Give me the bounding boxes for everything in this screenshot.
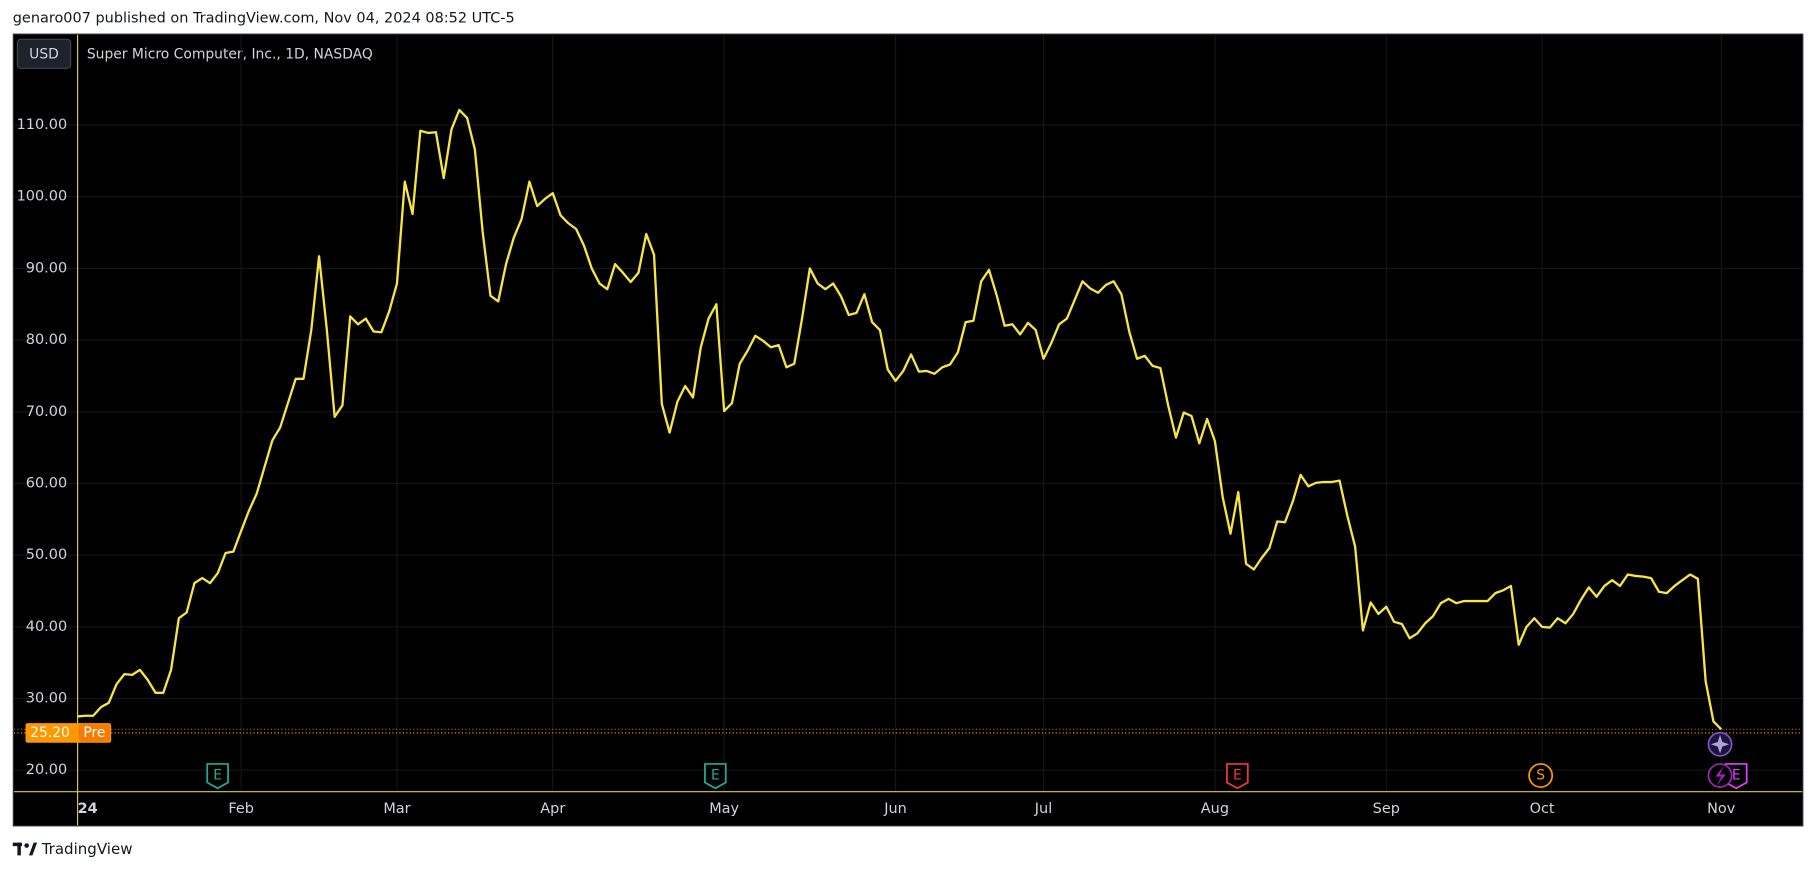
logo-dot (24, 843, 29, 848)
y-tick-label: 40.00 (26, 619, 67, 635)
x-tick-label: Nov (1707, 801, 1736, 817)
y-tick-label: 30.00 (26, 691, 67, 707)
footer-logo (12, 842, 38, 856)
y-tick-label: 110.00 (17, 117, 68, 133)
x-tick-label: Jul (1034, 801, 1052, 817)
y-tick-label: 90.00 (26, 260, 67, 276)
x-tick-label: 24 (78, 801, 98, 817)
publish-line: genaro007 published on TradingView.com, … (13, 11, 515, 27)
pre-market-tag-bg (78, 724, 110, 742)
x-tick-label: May (709, 801, 739, 817)
y-tick-label: 60.00 (26, 475, 67, 491)
y-tick-label: 80.00 (26, 332, 67, 348)
news-glyph (1710, 734, 1730, 754)
x-tick-label: Apr (540, 801, 565, 817)
event-label: E (1732, 768, 1741, 784)
event-icon (1528, 763, 1554, 788)
currency-button[interactable] (16, 38, 72, 69)
event-label: E (1233, 768, 1242, 784)
event-label: E (711, 768, 720, 784)
chart-panel (12, 33, 1804, 827)
footer-brand: TradingView (41, 840, 133, 858)
event-label: S (1536, 768, 1545, 784)
x-tick-label: Jun (883, 801, 907, 817)
plot: 20.00 30.00 40.00 50.00 60.00 70.00 80.00 90.00… (13, 108, 1803, 817)
logo-slash (28, 842, 38, 856)
currency-label: USD (29, 46, 59, 62)
chart-title: Super Micro Computer, Inc., 1D, NASDAQ (87, 46, 373, 62)
y-tick-label: 100.00 (17, 189, 68, 205)
pre-market-price: 25.20 (30, 725, 70, 741)
event-icon (704, 763, 727, 790)
x-tick-label: Oct (1530, 801, 1555, 817)
event-icon (206, 763, 229, 790)
x-tick-label: Mar (383, 801, 410, 817)
logo-stem (17, 842, 21, 856)
grid (13, 34, 1803, 792)
event-label: E (213, 768, 222, 784)
y-tick-label: 70.00 (26, 404, 67, 420)
x-tick-label: Sep (1373, 801, 1400, 817)
y-tick-label: 50.00 (26, 547, 67, 563)
x-tick-label: Aug (1201, 801, 1229, 817)
event-icon (1226, 763, 1249, 790)
y-tick-label: 20.00 (26, 762, 67, 778)
x-tick-label: Feb (228, 801, 254, 817)
pre-market-tag: Pre (83, 725, 105, 741)
price-line (77, 108, 1723, 731)
split-glyph (1715, 766, 1726, 786)
